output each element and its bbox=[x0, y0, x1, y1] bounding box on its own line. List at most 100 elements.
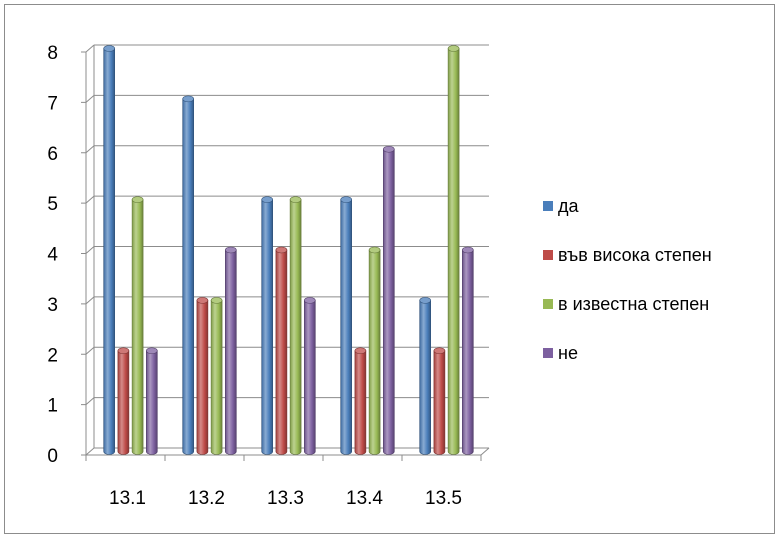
bar-body bbox=[448, 49, 459, 455]
bar-cap bbox=[448, 46, 459, 52]
bar-body bbox=[197, 300, 208, 454]
x-tick-labels: 13.1 13.2 13.3 13.4 13.5 bbox=[109, 488, 462, 509]
bar bbox=[304, 297, 315, 454]
bars bbox=[104, 46, 474, 455]
bar-cap bbox=[118, 348, 129, 354]
bar-cap bbox=[304, 297, 315, 303]
legend-label: не bbox=[558, 343, 578, 363]
x-tick-label: 13.1 bbox=[109, 488, 146, 509]
bar-cap bbox=[197, 297, 208, 303]
legend-item: да bbox=[543, 196, 580, 216]
bar-cap bbox=[341, 197, 352, 203]
bar bbox=[341, 197, 352, 455]
legend-swatch bbox=[543, 250, 553, 260]
bar-cap bbox=[183, 96, 194, 102]
y-tick-label: 1 bbox=[47, 396, 58, 417]
bar bbox=[276, 247, 287, 455]
y-tick-label: 8 bbox=[47, 43, 58, 64]
bar-cap bbox=[211, 297, 222, 303]
x-tick-label: 13.5 bbox=[425, 488, 462, 509]
y-tick-label: 6 bbox=[47, 144, 58, 165]
bar-cap bbox=[104, 46, 115, 52]
legend: да във висока степен в известна степен не bbox=[543, 196, 712, 363]
bar-body bbox=[420, 300, 431, 454]
bar-cap bbox=[290, 197, 301, 203]
bar-cap bbox=[369, 247, 380, 253]
bar bbox=[383, 146, 394, 454]
grid-depth-line bbox=[86, 347, 94, 354]
legend-label: в известна степен bbox=[558, 294, 709, 314]
legend-label: да bbox=[558, 196, 580, 216]
legend-swatch bbox=[543, 201, 553, 211]
floor-edge-line bbox=[481, 448, 489, 455]
bar-body bbox=[211, 300, 222, 454]
legend-item: в известна степен bbox=[543, 294, 709, 314]
grid-depth-line bbox=[86, 146, 94, 153]
bar-body bbox=[383, 149, 394, 454]
bar bbox=[355, 348, 366, 455]
legend-item: не bbox=[543, 343, 578, 363]
bar-body bbox=[462, 250, 473, 455]
bar bbox=[448, 46, 459, 455]
bar bbox=[104, 46, 115, 455]
bar-body bbox=[262, 200, 273, 455]
grid-depth-line bbox=[86, 196, 94, 203]
bar-cap bbox=[355, 348, 366, 354]
bar-body bbox=[183, 99, 194, 455]
y-tick-label: 5 bbox=[47, 194, 58, 215]
bar bbox=[369, 247, 380, 455]
x-tick-label: 13.4 bbox=[346, 488, 383, 509]
bar-cap bbox=[462, 247, 473, 253]
bar-cap bbox=[146, 348, 157, 354]
legend-swatch bbox=[543, 299, 553, 309]
legend-label: във висока степен bbox=[558, 245, 712, 265]
bar-cap bbox=[383, 146, 394, 152]
bar-body bbox=[290, 200, 301, 455]
bar bbox=[211, 297, 222, 454]
bar-cap bbox=[225, 247, 236, 253]
bar-body bbox=[104, 49, 115, 455]
legend-item: във висока степен bbox=[543, 245, 712, 265]
bar-body bbox=[341, 200, 352, 455]
legend-swatch bbox=[543, 348, 553, 358]
grid-depth-line bbox=[86, 398, 94, 405]
bar bbox=[132, 197, 143, 455]
bar bbox=[420, 297, 431, 454]
x-tick-label: 13.2 bbox=[188, 488, 225, 509]
grid-depth-line bbox=[86, 297, 94, 304]
bar-body bbox=[132, 200, 143, 455]
x-tick-label: 13.3 bbox=[267, 488, 304, 509]
y-tick-label: 3 bbox=[47, 295, 58, 316]
bar-body bbox=[369, 250, 380, 455]
bar-body bbox=[304, 300, 315, 454]
bar bbox=[183, 96, 194, 455]
bar-cap bbox=[276, 247, 287, 253]
bar-body bbox=[225, 250, 236, 455]
bar-cap bbox=[420, 297, 431, 303]
bar bbox=[262, 197, 273, 455]
y-tick-label: 2 bbox=[47, 345, 58, 366]
bar bbox=[146, 348, 157, 455]
grid-depth-line bbox=[86, 247, 94, 254]
bar-body bbox=[146, 351, 157, 455]
bar bbox=[290, 197, 301, 455]
bar bbox=[462, 247, 473, 455]
bar bbox=[197, 297, 208, 454]
bar-cap bbox=[132, 197, 143, 203]
grid-depth-line bbox=[86, 448, 94, 455]
bar-body bbox=[355, 351, 366, 455]
bar-cap bbox=[262, 197, 273, 203]
grid-depth-line bbox=[86, 45, 94, 52]
bar-cap bbox=[434, 348, 445, 354]
bar bbox=[118, 348, 129, 455]
y-tick-label: 7 bbox=[47, 93, 58, 114]
bar-body bbox=[276, 250, 287, 455]
bar bbox=[434, 348, 445, 455]
y-tick-labels: 012345678 bbox=[47, 43, 58, 467]
y-tick-label: 4 bbox=[47, 245, 58, 266]
bar-body bbox=[118, 351, 129, 455]
bar bbox=[225, 247, 236, 455]
bar-body bbox=[434, 351, 445, 455]
grid-depth-line bbox=[86, 95, 94, 102]
